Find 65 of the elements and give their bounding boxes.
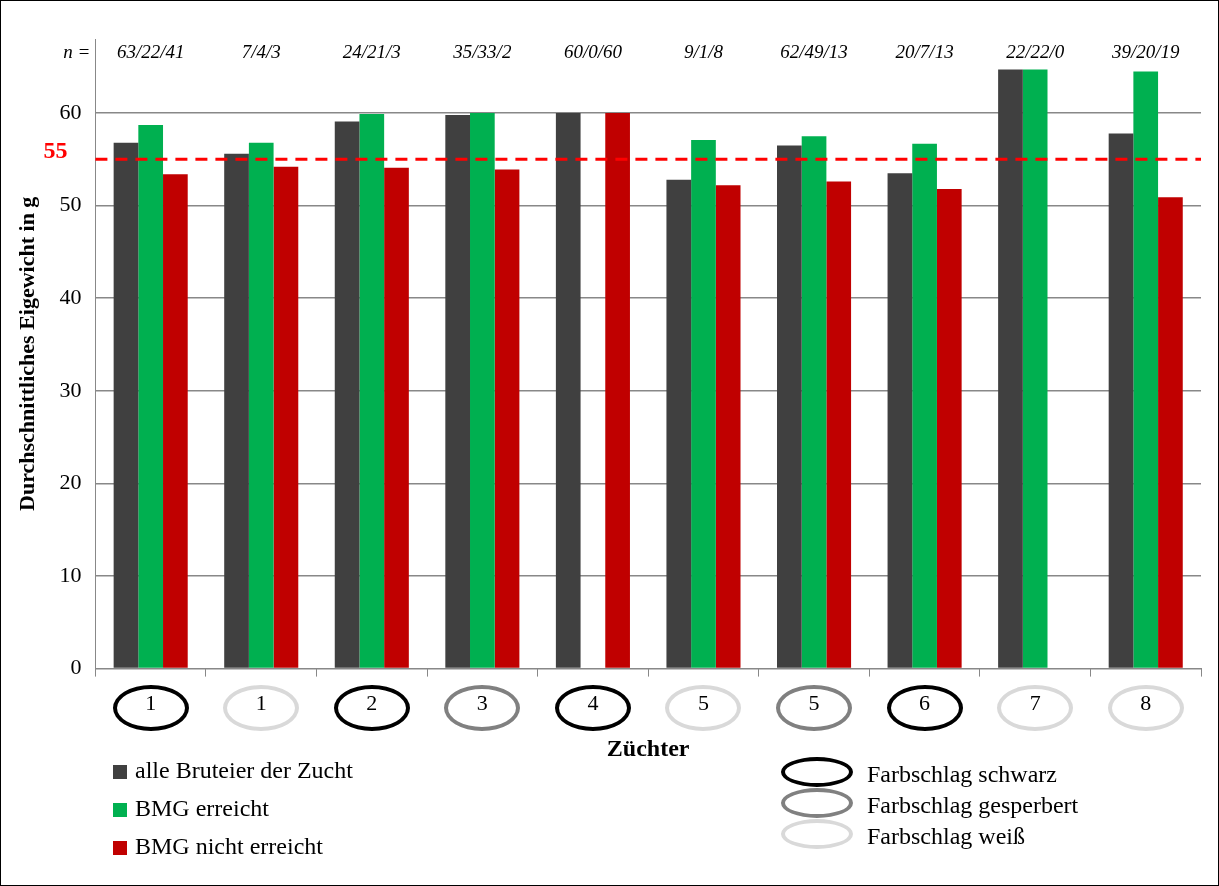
- bar: [113, 142, 139, 668]
- bar: [826, 181, 852, 668]
- y-tick-label: 30: [59, 376, 82, 402]
- annotation: 24/21/3: [342, 41, 401, 62]
- bar: [1133, 71, 1159, 668]
- x-tick-label: 1: [145, 689, 157, 715]
- bar: [715, 185, 741, 668]
- text: Farbschlag weiß: [867, 822, 1025, 850]
- bar: [445, 114, 471, 668]
- x-tick-label: 6: [919, 689, 931, 715]
- bar: [912, 143, 937, 668]
- x-tick-label: 1: [255, 689, 267, 715]
- annotation: 9/1/8: [683, 41, 724, 62]
- bar: [1158, 197, 1183, 668]
- bar: [666, 179, 692, 668]
- x-tick-label: 5: [808, 689, 820, 715]
- x-tick-label: 8: [1140, 689, 1152, 715]
- bar: [138, 125, 164, 668]
- bar: [248, 142, 274, 668]
- annotation: 35/33/2: [452, 41, 512, 62]
- bar: [273, 166, 299, 668]
- x-tick-label: 5: [697, 689, 709, 715]
- bar: [998, 69, 1023, 668]
- annotation: 22/22/0: [1006, 41, 1065, 62]
- y-tick-label: 40: [59, 284, 82, 310]
- y-tick-label: 50: [59, 191, 82, 217]
- bar: [1022, 69, 1048, 668]
- ref-line-label: 55: [43, 136, 68, 163]
- legend-label: BMG erreicht: [134, 794, 269, 822]
- x-axis-title: Züchter: [605, 734, 691, 762]
- y-tick-label: 10: [59, 561, 82, 587]
- text: n =: [63, 41, 91, 62]
- annotation: 63/22/41: [116, 41, 185, 62]
- bar: [605, 113, 630, 668]
- bar: [359, 114, 385, 668]
- x-tick-label: 7: [1029, 689, 1041, 715]
- annotation: 20/7/13: [895, 41, 954, 62]
- text: Farbschlag gesperbert: [867, 791, 1079, 819]
- x-tick-label: 2: [366, 689, 378, 715]
- bar: [470, 113, 495, 668]
- bar: [224, 153, 249, 668]
- y-tick-label: 0: [70, 654, 82, 680]
- y-axis-title: Durchschnittliches Eigewicht in g: [13, 196, 39, 511]
- bar: [936, 188, 962, 668]
- annotation: 62/49/13: [780, 41, 848, 62]
- x-tick-label: 3: [476, 689, 488, 715]
- text: Farbschlag schwarz: [867, 760, 1057, 788]
- bar: [163, 174, 188, 668]
- bar: [887, 173, 913, 668]
- x-tick-label: 4: [587, 689, 599, 715]
- annotation: 7/4/3: [241, 41, 281, 62]
- bar: [334, 121, 360, 668]
- bar: [691, 139, 716, 668]
- bar: [384, 167, 409, 668]
- bar: [1108, 133, 1134, 668]
- bar: [777, 145, 802, 668]
- legend-label: BMG nicht erreicht: [134, 832, 323, 860]
- bar: [494, 169, 520, 668]
- y-tick-label: 20: [59, 469, 82, 495]
- annotation: 39/20/19: [1110, 41, 1180, 62]
- bar: [555, 113, 581, 668]
- bar: [801, 136, 827, 668]
- annotation: 60/0/60: [563, 41, 623, 62]
- legend-label: alle Bruteier der Zucht: [134, 756, 353, 784]
- y-tick-label: 60: [59, 98, 82, 124]
